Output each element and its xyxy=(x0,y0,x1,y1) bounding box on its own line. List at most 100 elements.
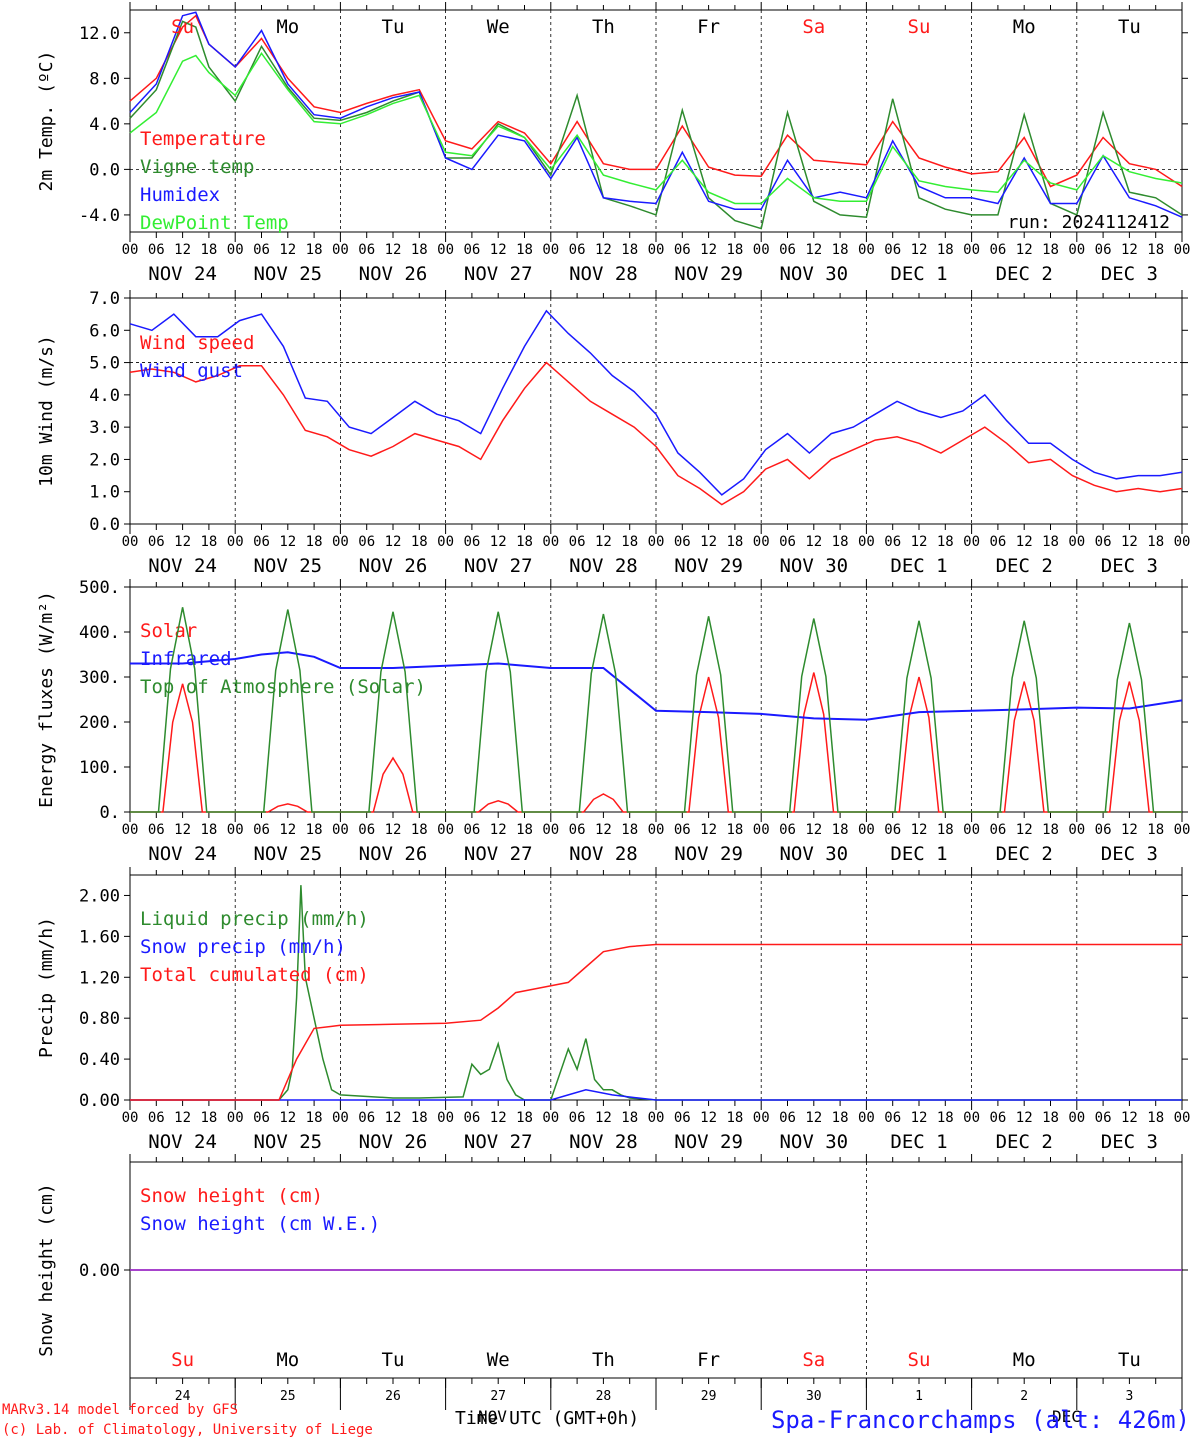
day-number-label: 30 xyxy=(806,1389,822,1404)
x-hour-label: 00 xyxy=(437,242,454,258)
x-hour-label: 06 xyxy=(253,534,270,550)
run-label: run: 2024112412 xyxy=(1007,212,1170,233)
weekday-label-bottom: Su xyxy=(171,1349,194,1371)
x-hour-label: 00 xyxy=(963,822,980,838)
x-hour-label: 12 xyxy=(1016,822,1033,838)
x-hour-label: 18 xyxy=(1042,534,1059,550)
x-hour-label: 00 xyxy=(753,242,770,258)
x-hour-label: 00 xyxy=(437,822,454,838)
x-hour-label: 06 xyxy=(674,1110,691,1126)
x-hour-label: 06 xyxy=(989,242,1006,258)
x-hour-label: 12 xyxy=(700,534,717,550)
x-date-label: NOV 27 xyxy=(464,843,533,865)
footer-model-credit: MARv3.14 model forced by GFS xyxy=(2,1402,238,1418)
y-tick-label: 0. xyxy=(100,803,120,823)
x-hour-label: 12 xyxy=(805,242,822,258)
x-hour-label: 06 xyxy=(463,534,480,550)
x-hour-label: 06 xyxy=(779,534,796,550)
x-hour-label: 18 xyxy=(411,534,428,550)
weekday-label-bottom: Mo xyxy=(1013,1349,1036,1371)
weekday-label-top: Mo xyxy=(1013,16,1036,38)
x-hour-label: 00 xyxy=(332,822,349,838)
x-date-label: NOV 28 xyxy=(569,843,638,865)
y-tick-label: 6.0 xyxy=(89,321,120,341)
y-tick-label: 4.0 xyxy=(89,115,120,135)
x-hour-label: 06 xyxy=(148,534,165,550)
x-hour-label: 06 xyxy=(253,822,270,838)
x-hour-label: 18 xyxy=(306,242,323,258)
day-number-label: 3 xyxy=(1125,1389,1133,1404)
x-hour-label: 06 xyxy=(779,242,796,258)
x-date-label: NOV 27 xyxy=(464,263,533,285)
weekday-label-top: Mo xyxy=(276,16,299,38)
x-date-label: NOV 30 xyxy=(779,263,848,285)
x-hour-label: 18 xyxy=(937,822,954,838)
x-hour-label: 06 xyxy=(884,822,901,838)
day-number-label: 1 xyxy=(915,1389,923,1404)
y-axis-label: 10m Wind (m/s) xyxy=(36,335,57,487)
x-hour-label: 18 xyxy=(1042,242,1059,258)
x-hour-label: 12 xyxy=(1121,822,1138,838)
x-date-label: DEC 1 xyxy=(890,263,947,285)
x-date-label: NOV 29 xyxy=(674,555,743,577)
x-hour-label: 12 xyxy=(805,1110,822,1126)
series-line-total-cumulated-cm- xyxy=(130,943,1182,1101)
legend-entry: Temperature xyxy=(140,128,266,150)
y-tick-label: 7.0 xyxy=(89,289,120,309)
y-tick-label: 0.00 xyxy=(79,1261,120,1281)
x-hour-label: 18 xyxy=(306,822,323,838)
x-hour-label: 12 xyxy=(911,1110,928,1126)
x-hour-label: 12 xyxy=(1016,1110,1033,1126)
x-date-label: DEC 1 xyxy=(890,555,947,577)
weekday-label-bottom: Sa xyxy=(802,1349,825,1371)
x-hour-label: 06 xyxy=(253,1110,270,1126)
day-number-label: 26 xyxy=(385,1389,401,1404)
legend-entry: Wind gust xyxy=(140,360,243,382)
x-date-label: NOV 29 xyxy=(674,263,743,285)
day-number-label: 2 xyxy=(1020,1389,1028,1404)
legend-entry: Liquid precip (mm/h) xyxy=(140,908,369,930)
y-tick-label: 500. xyxy=(79,578,120,598)
x-hour-label: 06 xyxy=(1095,1110,1112,1126)
x-hour-label: 00 xyxy=(963,534,980,550)
legend-entry: Solar xyxy=(140,620,197,642)
x-date-label: NOV 25 xyxy=(253,263,322,285)
x-hour-label: 18 xyxy=(832,534,849,550)
x-hour-label: 06 xyxy=(884,534,901,550)
y-tick-label: 2.00 xyxy=(79,886,120,906)
x-hour-label: 18 xyxy=(832,1110,849,1126)
x-date-label: NOV 27 xyxy=(464,1131,533,1153)
x-hour-label: 06 xyxy=(148,822,165,838)
y-tick-label: 1.60 xyxy=(79,927,120,947)
x-hour-label: 12 xyxy=(385,242,402,258)
x-hour-label: 12 xyxy=(385,1110,402,1126)
x-hour-label: 12 xyxy=(279,822,296,838)
series-line-temperature xyxy=(129,14,1183,188)
x-hour-label: 06 xyxy=(569,534,586,550)
series-line-wind-gust xyxy=(129,309,1183,496)
x-hour-label: 12 xyxy=(279,1110,296,1126)
x-hour-label: 18 xyxy=(937,1110,954,1126)
x-date-label: NOV 26 xyxy=(359,263,428,285)
series-line-humidex xyxy=(129,11,1183,218)
x-hour-label: 18 xyxy=(726,822,743,838)
x-date-label: NOV 29 xyxy=(674,843,743,865)
x-hour-label: 18 xyxy=(621,1110,638,1126)
x-hour-label: 12 xyxy=(385,534,402,550)
x-hour-label: 06 xyxy=(358,822,375,838)
x-date-label: NOV 26 xyxy=(359,843,428,865)
x-hour-label: 12 xyxy=(595,1110,612,1126)
legend-entry: Infrared xyxy=(140,648,232,670)
x-hour-label: 18 xyxy=(516,242,533,258)
legend-entry: Top of Atmosphere (Solar) xyxy=(140,676,426,698)
x-hour-label: 12 xyxy=(1121,534,1138,550)
x-hour-label: 06 xyxy=(884,1110,901,1126)
x-hour-label: 00 xyxy=(963,242,980,258)
legend-entry: Humidex xyxy=(140,184,220,206)
weekday-label-bottom: Fr xyxy=(697,1349,720,1371)
x-hour-label: 00 xyxy=(648,822,665,838)
x-hour-label: 18 xyxy=(200,242,217,258)
weekday-label-top: Th xyxy=(592,16,615,38)
legend-entry: Snow precip (mm/h) xyxy=(140,936,346,958)
